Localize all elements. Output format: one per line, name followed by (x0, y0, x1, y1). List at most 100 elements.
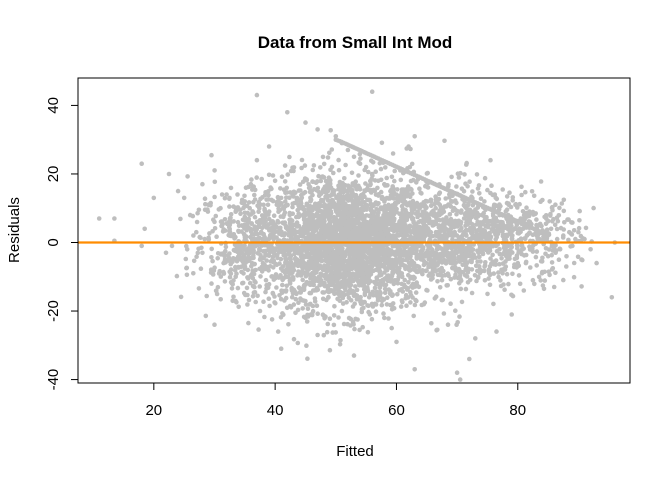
scatter-point (546, 247, 552, 252)
scatter-point (303, 302, 309, 307)
scatter-point (546, 269, 551, 275)
scatter-point (299, 157, 305, 163)
scatter-point (477, 191, 482, 196)
scatter-point (394, 192, 399, 197)
scatter-point (183, 256, 189, 262)
scatter-point (342, 176, 347, 181)
scatter-point (376, 192, 381, 197)
scatter-point (489, 222, 495, 228)
scatter-point (519, 184, 524, 190)
scatter-point (403, 217, 408, 223)
scatter-point (233, 264, 238, 270)
scatter-point (521, 288, 527, 293)
scatter-point (372, 279, 377, 285)
scatter-point (247, 280, 253, 286)
scatter-point (400, 224, 406, 229)
scatter-point (302, 223, 308, 228)
scatter-point (282, 203, 288, 209)
scatter-point (452, 260, 458, 266)
scatter-point (385, 295, 390, 301)
scatter-point (355, 317, 360, 322)
scatter-point (330, 330, 336, 335)
scatter-point (310, 308, 316, 314)
x-tick-label: 60 (388, 402, 405, 419)
scatter-point (202, 236, 207, 242)
scatter-point (325, 321, 331, 327)
scatter-point (456, 257, 462, 262)
scatter-point (342, 250, 347, 255)
scatter-point (304, 265, 309, 271)
scatter-point (187, 212, 193, 218)
scatter-point (292, 247, 297, 252)
scatter-point (235, 285, 241, 291)
scatter-point (305, 356, 310, 362)
scatter-point (282, 163, 288, 168)
scatter-point (301, 285, 307, 291)
scatter-point (326, 259, 331, 265)
scatter-point (446, 182, 451, 187)
scatter-point (338, 205, 343, 210)
scatter-point (267, 303, 272, 309)
y-tick-label: -20 (45, 300, 62, 322)
scatter-point (260, 216, 266, 221)
scatter-point (309, 188, 314, 194)
scatter-point (483, 260, 488, 265)
scatter-point (370, 160, 376, 165)
scatter-point (441, 209, 447, 215)
scatter-point (247, 205, 252, 211)
scatter-point (415, 264, 421, 269)
scatter-point (503, 259, 508, 264)
scatter-point (254, 175, 259, 180)
scatter-point (381, 261, 387, 267)
scatter-point (510, 293, 516, 299)
scatter-point (300, 270, 306, 276)
scatter-point (289, 266, 295, 272)
scatter-point (547, 199, 552, 204)
scatter-point (402, 264, 408, 270)
scatter-point (347, 213, 353, 218)
scatter-point (306, 223, 311, 228)
scatter-point (457, 314, 462, 319)
scatter-point (389, 307, 395, 312)
scatter-point (221, 260, 226, 266)
scatter-point (354, 195, 360, 201)
scatter-point (212, 168, 217, 173)
scatter-point (353, 179, 359, 184)
scatter-point (384, 267, 390, 273)
scatter-point (463, 264, 469, 269)
scatter-point (457, 273, 463, 278)
y-tick-label: -40 (45, 369, 62, 391)
scatter-point (300, 277, 306, 283)
scatter-point (441, 219, 447, 225)
scatter-point (474, 172, 480, 177)
scatter-point (320, 290, 326, 295)
scatter-point (500, 187, 506, 192)
scatter-point (243, 234, 249, 240)
scatter-point (242, 199, 248, 204)
scatter-point (457, 228, 463, 233)
scatter-point (304, 319, 310, 324)
scatter-point (339, 258, 345, 264)
scatter-point (504, 194, 510, 199)
scatter-point (498, 203, 503, 209)
scatter-point (196, 207, 202, 213)
scatter-point (352, 326, 357, 332)
scatter-point (215, 284, 221, 290)
scatter-point (320, 198, 326, 204)
scatter-point (235, 192, 240, 197)
scatter-point (465, 270, 471, 275)
scatter-point (390, 207, 396, 213)
scatter-point (395, 291, 400, 297)
scatter-point (231, 278, 236, 283)
scatter-point (363, 164, 369, 170)
scatter-point (293, 296, 299, 302)
scatter-point (460, 195, 466, 201)
scatter-point (389, 174, 395, 180)
scatter-point (411, 313, 417, 319)
scatter-point (445, 221, 451, 226)
scatter-point (358, 156, 363, 161)
scatter-point (327, 347, 333, 353)
scatter-point (262, 222, 267, 227)
scatter-point (433, 194, 438, 199)
scatter-point (283, 289, 289, 294)
